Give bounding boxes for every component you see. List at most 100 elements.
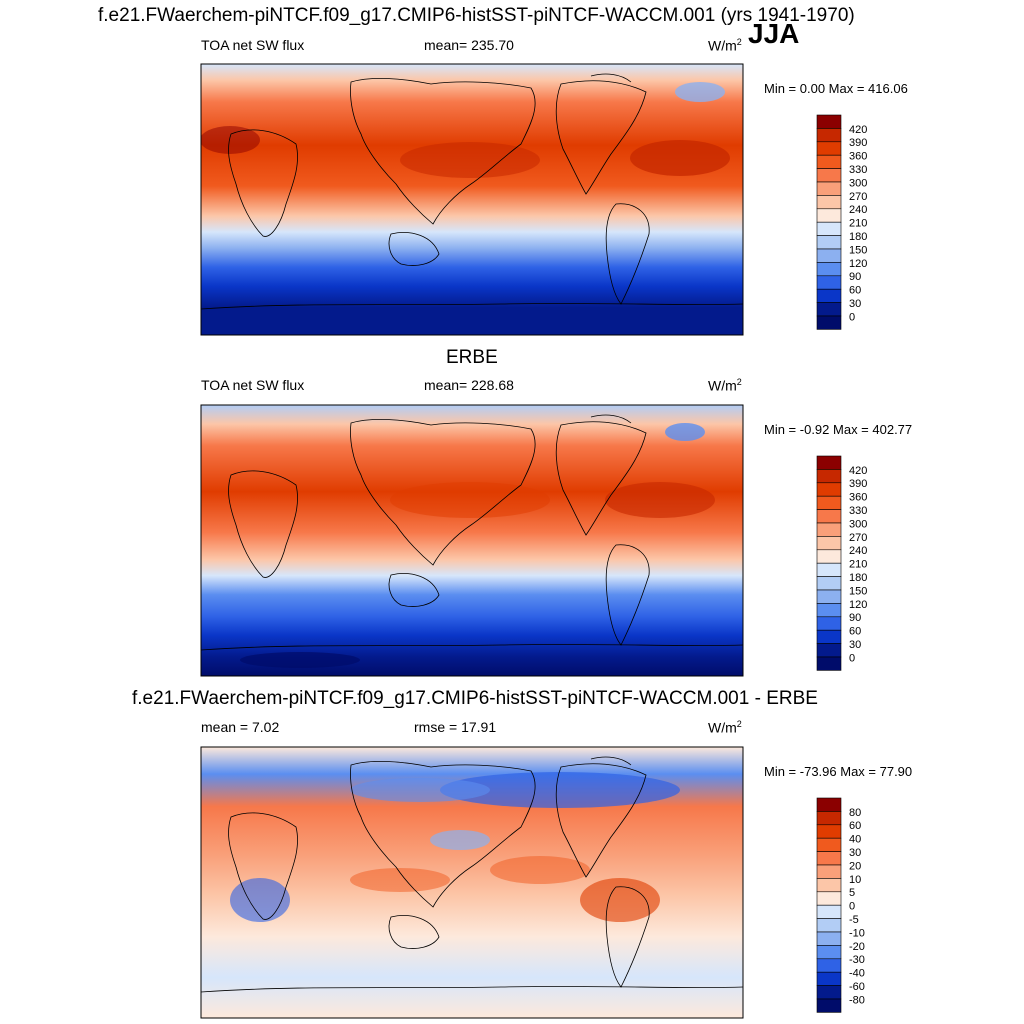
panel3-units: W/m2	[708, 719, 742, 736]
colorbar-swatch	[816, 262, 842, 277]
colorbar-swatch	[816, 114, 842, 129]
panel3-mean: mean = 7.02	[201, 719, 280, 735]
colorbar-tick-label: 10	[849, 874, 861, 886]
colorbar-tick-label: 5	[849, 887, 855, 899]
panel1-variable: TOA net SW flux	[201, 37, 305, 53]
colorbar-swatch	[816, 208, 842, 223]
colorbar-swatch	[816, 221, 842, 236]
top-panel-title: f.e21.FWaerchem-piNTCF.f09_g17.CMIP6-his…	[98, 5, 855, 26]
colorbar-tick-label: 0	[849, 652, 855, 664]
colorbar-tick-label: 30	[849, 847, 861, 859]
colorbar-swatch	[816, 864, 842, 879]
colorbar-swatch	[816, 315, 842, 330]
colorbar-swatch	[816, 945, 842, 960]
colorbar-tick-label: 150	[849, 585, 867, 597]
colorbar-swatch	[816, 482, 842, 497]
colorbar-swatch	[816, 998, 842, 1013]
colorbar-tick-label: 180	[849, 572, 867, 584]
middle-panel-title: ERBE	[446, 347, 498, 368]
colorbar-tick-label: 240	[849, 545, 867, 557]
colorbar-swatch	[816, 275, 842, 290]
colorbar-swatch	[816, 811, 842, 826]
colorbar-tick-label: 60	[849, 285, 861, 297]
panel1-map	[200, 63, 744, 336]
colorbar-tick-label: -20	[849, 941, 865, 953]
colorbar-tick-label: 30	[849, 298, 861, 310]
colorbar-tick-label: 80	[849, 807, 861, 819]
colorbar-swatch	[816, 985, 842, 1000]
colorbar-tick-label: 40	[849, 834, 861, 846]
colorbar-tick-label: 120	[849, 599, 867, 611]
colorbar-tick-label: 0	[849, 901, 855, 913]
panel2-variable: TOA net SW flux	[201, 377, 305, 393]
colorbar-tick-label: 90	[849, 612, 861, 624]
colorbar-tick-label: 90	[849, 271, 861, 283]
colorbar-swatch	[816, 128, 842, 143]
colorbar-tick-label: -80	[849, 994, 865, 1006]
colorbar-tick-label: 300	[849, 518, 867, 530]
panel1-minmax: Min = 0.00 Max = 416.06	[764, 81, 908, 96]
colorbar-tick-label: 120	[849, 258, 867, 270]
colorbar-swatch	[816, 509, 842, 524]
colorbar-swatch	[816, 469, 842, 484]
colorbar-tick-label: -30	[849, 954, 865, 966]
colorbar-tick-label: 300	[849, 177, 867, 189]
colorbar-swatch	[816, 495, 842, 510]
colorbar-swatch	[816, 851, 842, 866]
panel1-mean: mean= 235.70	[424, 37, 514, 53]
colorbar-tick-label: 180	[849, 231, 867, 243]
panel1-units: W/m2	[708, 37, 742, 54]
colorbar-tick-label: 60	[849, 820, 861, 832]
colorbar-swatch	[816, 797, 842, 812]
panel2-minmax: Min = -0.92 Max = 402.77	[764, 422, 913, 437]
colorbar-tick-label: 420	[849, 465, 867, 477]
colorbar-tick-label: -60	[849, 981, 865, 993]
colorbar-tick-label: -5	[849, 914, 859, 926]
colorbar-swatch	[816, 931, 842, 946]
colorbar-swatch	[816, 141, 842, 156]
colorbar-tick-label: 390	[849, 137, 867, 149]
colorbar-swatch	[816, 248, 842, 263]
colorbar-tick-label: 390	[849, 478, 867, 490]
colorbar-swatch	[816, 824, 842, 839]
colorbar-tick-label: 420	[849, 124, 867, 136]
colorbar-swatch	[816, 549, 842, 564]
colorbar-tick-label: 240	[849, 204, 867, 216]
colorbar-tick-label: -10	[849, 927, 865, 939]
colorbar-tick-label: 210	[849, 559, 867, 571]
colorbar-tick-label: 150	[849, 244, 867, 256]
panel3-map	[200, 746, 744, 1019]
panel2-units: W/m2	[708, 377, 742, 394]
colorbar-swatch	[816, 878, 842, 893]
colorbar-swatch	[816, 168, 842, 183]
colorbar-swatch	[816, 522, 842, 537]
colorbar-tick-label: 60	[849, 626, 861, 638]
colorbar-swatch	[816, 562, 842, 577]
colorbar-swatch	[816, 195, 842, 210]
colorbar-tick-label: -40	[849, 968, 865, 980]
colorbar-swatch	[816, 589, 842, 604]
colorbar-swatch	[816, 181, 842, 196]
colorbar-swatch	[816, 302, 842, 317]
season-label: JJA	[748, 18, 800, 49]
colorbar-swatch	[816, 971, 842, 986]
colorbar-tick-label: 330	[849, 505, 867, 517]
colorbar-tick-label: 360	[849, 492, 867, 504]
colorbar-swatch	[816, 288, 842, 303]
colorbar-swatch	[816, 576, 842, 591]
colorbar-swatch	[816, 603, 842, 618]
colorbar-swatch	[816, 536, 842, 551]
colorbar-tick-label: 270	[849, 191, 867, 203]
colorbar-swatch	[816, 958, 842, 973]
panel2-mean: mean= 228.68	[424, 377, 514, 393]
panel3-rmse: rmse = 17.91	[414, 719, 497, 735]
colorbar-tick-label: 330	[849, 164, 867, 176]
colorbar-tick-label: 20	[849, 860, 861, 872]
colorbar-tick-label: 270	[849, 532, 867, 544]
panel3-minmax: Min = -73.96 Max = 77.90	[764, 764, 913, 779]
colorbar-swatch	[816, 643, 842, 658]
